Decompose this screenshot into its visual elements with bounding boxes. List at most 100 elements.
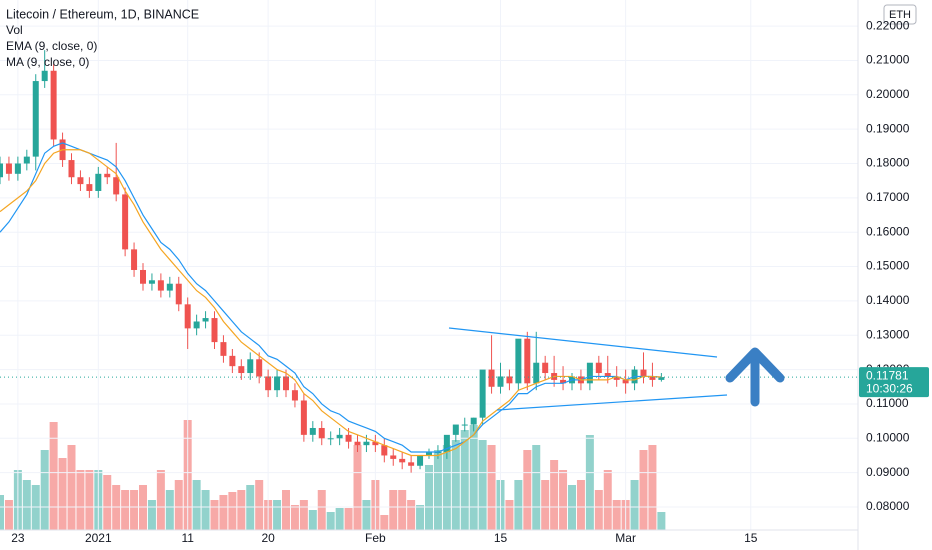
arrow-up[interactable] bbox=[725, 347, 785, 407]
candle-body bbox=[5, 163, 12, 174]
volume-bar bbox=[22, 480, 31, 530]
volume-bar bbox=[335, 508, 344, 530]
x-tick-label: Mar bbox=[615, 531, 636, 545]
volume-bar bbox=[192, 480, 201, 530]
volume-bar bbox=[425, 465, 433, 530]
y-tick-label: 0.10000 bbox=[866, 430, 910, 444]
candle-body bbox=[649, 376, 656, 380]
volume-bar bbox=[603, 470, 612, 530]
volume-bar bbox=[40, 450, 49, 530]
volume-bar bbox=[282, 490, 290, 530]
candle-body bbox=[175, 283, 182, 305]
candle-body bbox=[452, 424, 459, 435]
candle-body bbox=[122, 194, 129, 250]
chart-title: Litecoin / Ethereum, 1D, BINANCE bbox=[6, 7, 199, 21]
volume-bar bbox=[165, 490, 174, 530]
candle-body bbox=[479, 369, 486, 418]
volume-bar bbox=[112, 485, 121, 530]
volume-bar bbox=[121, 490, 130, 530]
volume-bar bbox=[433, 450, 442, 530]
volume-bar bbox=[210, 500, 219, 530]
volume-bar bbox=[612, 500, 621, 530]
indicator-label: EMA (9, close, 0) bbox=[6, 39, 97, 53]
volume-bar bbox=[407, 500, 416, 530]
currency-button[interactable] bbox=[883, 4, 917, 25]
candle-body bbox=[658, 377, 665, 380]
candle-body bbox=[309, 427, 316, 435]
candle-body bbox=[256, 359, 263, 377]
candle-body bbox=[515, 338, 522, 384]
candle-body bbox=[408, 462, 415, 466]
candle-body bbox=[461, 424, 468, 426]
volume-bar bbox=[657, 512, 666, 530]
volume-bar bbox=[594, 490, 603, 530]
candle-body bbox=[283, 376, 289, 391]
candle-body bbox=[470, 417, 477, 425]
candle-body bbox=[560, 379, 567, 384]
volume-bar bbox=[299, 500, 308, 530]
volume-bar bbox=[380, 515, 389, 530]
volume-bar bbox=[228, 492, 237, 530]
volume-bar bbox=[174, 480, 183, 530]
candle-body bbox=[390, 455, 397, 459]
volume-bar bbox=[568, 485, 576, 530]
volume-bar bbox=[639, 450, 648, 530]
candle-body bbox=[265, 376, 272, 391]
y-tick-label: 0.17000 bbox=[866, 190, 910, 204]
volume-bar bbox=[255, 480, 264, 530]
volume-bar bbox=[398, 490, 407, 530]
volume-bar bbox=[290, 505, 299, 530]
y-tick-label: 0.09000 bbox=[866, 465, 910, 479]
candle-body bbox=[131, 249, 138, 270]
volume-bar bbox=[532, 445, 541, 530]
volume-bar bbox=[76, 470, 85, 530]
x-tick-label: 2021 bbox=[85, 531, 112, 545]
candle-body bbox=[604, 373, 611, 377]
countdown-label: 10:30:26 bbox=[866, 381, 913, 395]
y-tick-label: 0.20000 bbox=[866, 87, 910, 101]
volume-bar bbox=[559, 470, 568, 530]
candle-body bbox=[497, 376, 504, 387]
candle-body bbox=[327, 438, 334, 440]
candle-body bbox=[184, 304, 191, 329]
candle-body bbox=[291, 390, 298, 401]
x-tick-label: 23 bbox=[11, 531, 25, 545]
candle-body bbox=[32, 81, 39, 157]
volume-bar bbox=[273, 500, 282, 530]
candle-body bbox=[300, 400, 307, 435]
candle-body bbox=[336, 434, 343, 439]
volume-bar bbox=[576, 480, 585, 530]
candle-body bbox=[86, 184, 93, 191]
volume-bar bbox=[219, 495, 228, 530]
trend-line[interactable] bbox=[496, 394, 728, 411]
volume-bar bbox=[362, 500, 371, 530]
volume-bar bbox=[523, 450, 532, 530]
volume-bar bbox=[505, 500, 514, 530]
candle-body bbox=[229, 355, 236, 367]
candle-body bbox=[640, 369, 647, 377]
y-tick-label: 0.15000 bbox=[866, 259, 910, 273]
volume-bar bbox=[514, 480, 523, 530]
ema-line bbox=[0, 142, 662, 453]
volume-bar bbox=[451, 440, 460, 530]
volume-bar bbox=[246, 485, 255, 530]
candle-body bbox=[542, 362, 549, 374]
candle-body bbox=[381, 445, 388, 456]
candle-body bbox=[0, 163, 3, 178]
volume-bar bbox=[648, 445, 657, 530]
volume-bar bbox=[416, 505, 425, 530]
trend-line[interactable] bbox=[448, 327, 718, 358]
last-price-box bbox=[859, 367, 929, 398]
y-tick-label: 0.19000 bbox=[866, 121, 910, 135]
volume-bar bbox=[442, 445, 451, 530]
candle-body bbox=[166, 283, 173, 291]
candle-body bbox=[193, 321, 200, 329]
candle-body bbox=[417, 455, 424, 466]
volume-bar bbox=[389, 490, 398, 530]
volume-bar bbox=[478, 440, 487, 530]
indicator-label: Vol bbox=[6, 23, 23, 37]
candle-body bbox=[399, 458, 406, 463]
candle-body bbox=[622, 379, 629, 384]
ma-line bbox=[0, 149, 662, 457]
